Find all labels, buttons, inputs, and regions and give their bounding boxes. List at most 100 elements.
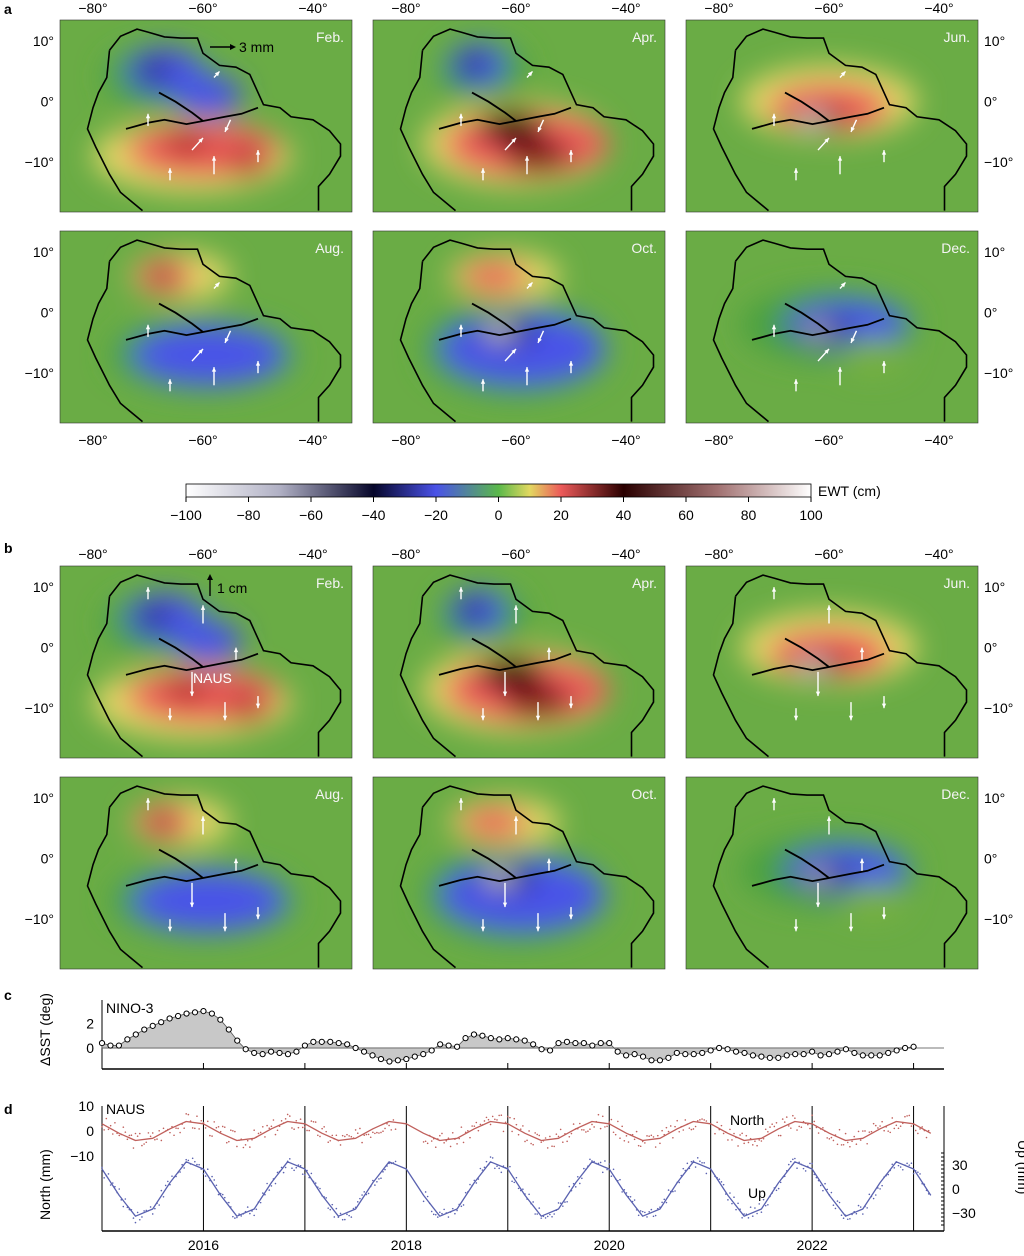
- up-observation: [832, 1204, 835, 1206]
- nino3-point: [377, 1055, 385, 1063]
- up-observation: [583, 1167, 585, 1170]
- up-observation: [676, 1181, 678, 1184]
- up-observation: [544, 1217, 547, 1219]
- north-observation: [648, 1135, 650, 1138]
- lon-tick-label: −40°: [611, 546, 640, 562]
- north-observation: [321, 1127, 323, 1130]
- up-observation: [394, 1160, 397, 1163]
- lat-tick-label: 10°: [984, 244, 1005, 260]
- up-observation: [893, 1167, 896, 1169]
- north-observation: [714, 1132, 716, 1135]
- up-observation: [553, 1213, 555, 1215]
- up-observation: [204, 1175, 207, 1177]
- north-observation: [868, 1131, 871, 1133]
- river: [751, 317, 885, 341]
- north-observation: [194, 1127, 196, 1130]
- north-observation: [211, 1135, 213, 1137]
- north-observation: [232, 1130, 234, 1132]
- up-observation: [363, 1191, 366, 1193]
- lon-tick-label: −40°: [924, 546, 953, 562]
- north-observation: [308, 1129, 311, 1132]
- up-observation: [665, 1201, 668, 1204]
- map-b-feb: Feb. −80° −60° −40° 10° 0° −10° 1 cm NAUS: [25, 546, 353, 759]
- up-observation: [221, 1193, 224, 1196]
- colorbar-gradient: [185, 483, 812, 498]
- north-observation: [699, 1119, 701, 1121]
- up-observation: [684, 1169, 687, 1172]
- north-observation: [606, 1125, 608, 1128]
- ewt-anomaly: [225, 693, 269, 724]
- map-a-apr: Apr. −80° −60° −40°: [372, 0, 666, 213]
- north-observation: [426, 1142, 429, 1145]
- river: [125, 652, 259, 676]
- nino3-point: [428, 1047, 435, 1054]
- up-observation: [365, 1193, 368, 1196]
- map-b-dec: Dec. 10° 0° −10°: [685, 776, 1013, 970]
- up-observation: [549, 1213, 551, 1216]
- lat-tick-label: −10°: [984, 911, 1013, 927]
- north-observation: [528, 1130, 530, 1132]
- arrow-head: [198, 137, 203, 143]
- north-observation: [762, 1137, 765, 1140]
- north-observation: [758, 1139, 761, 1141]
- north-observation: [739, 1134, 741, 1136]
- coastline: [712, 807, 770, 969]
- ewt-field: [93, 593, 291, 739]
- up-observation: [264, 1193, 266, 1196]
- up-observation: [154, 1207, 156, 1210]
- nino3-point: [749, 1052, 757, 1059]
- north-observation: [209, 1134, 211, 1137]
- coastline: [108, 239, 342, 422]
- up-observation: [754, 1207, 756, 1209]
- north-observation: [489, 1123, 492, 1126]
- north-observation: [253, 1129, 255, 1131]
- river: [471, 302, 517, 333]
- north-observation: [504, 1121, 507, 1124]
- arrow-head: [793, 926, 799, 932]
- river: [158, 91, 204, 122]
- up-observation: [257, 1201, 260, 1203]
- up-observation: [564, 1201, 566, 1203]
- arrow-head: [826, 816, 832, 821]
- north-observation: [855, 1143, 858, 1146]
- up-series-label: Up: [748, 1185, 766, 1201]
- map-frame: [685, 776, 979, 970]
- up-observation: [196, 1163, 198, 1166]
- up-observation: [515, 1176, 518, 1179]
- up-observation: [149, 1206, 152, 1208]
- north-observation: [771, 1123, 773, 1125]
- north-observation: [337, 1139, 340, 1142]
- map-body: [686, 777, 978, 969]
- north-observation: [692, 1128, 695, 1130]
- north-observation: [881, 1120, 883, 1123]
- north-observation: [191, 1127, 194, 1129]
- north-observation: [511, 1130, 513, 1133]
- north-observation: [261, 1126, 264, 1128]
- up-observation: [879, 1188, 881, 1190]
- north-observation: [633, 1138, 636, 1141]
- lat-tick-label: 0°: [984, 851, 997, 867]
- north-observation: [751, 1144, 754, 1146]
- north-observation: [230, 1129, 232, 1132]
- up-observation: [661, 1201, 663, 1204]
- nino3-point: [758, 1053, 765, 1060]
- arrow-head: [233, 647, 239, 653]
- up-observation: [701, 1161, 703, 1164]
- north-observation: [682, 1129, 685, 1131]
- north-observation: [344, 1135, 346, 1138]
- north-observation: [116, 1132, 118, 1135]
- up-observation: [390, 1162, 393, 1165]
- up-observation: [530, 1202, 532, 1205]
- north-observation: [295, 1119, 298, 1122]
- arrow-head: [480, 926, 486, 932]
- d-x-tick-label: 2022: [797, 1237, 828, 1253]
- river: [438, 863, 572, 887]
- up-observation: [132, 1217, 135, 1219]
- coastline: [86, 596, 144, 758]
- north-observation: [217, 1125, 220, 1128]
- up-observation: [562, 1205, 564, 1207]
- north-observation: [424, 1140, 427, 1143]
- up-observation: [118, 1188, 121, 1190]
- up-observation: [667, 1189, 670, 1191]
- arrow-head: [458, 324, 464, 330]
